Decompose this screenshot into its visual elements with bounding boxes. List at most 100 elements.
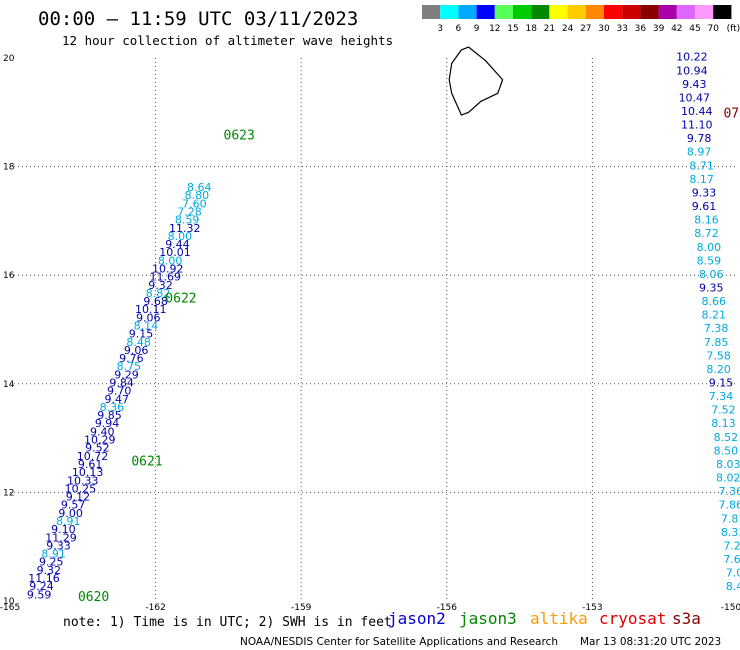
swh-value-label: 8.82 (146, 287, 171, 300)
swh-value-label: 8.66 (701, 295, 726, 308)
colorbar-swatch (567, 5, 586, 19)
swh-value-label: 9.52 (85, 442, 110, 455)
swh-value-label: 10.47 (679, 91, 711, 104)
colorbar-label: (ft) (727, 24, 740, 34)
swh-value-label: 8.36 (100, 401, 125, 414)
swh-value-label: 8.45 (726, 580, 740, 593)
colorbar-label: 21 (544, 24, 555, 34)
footer-credit: NOAA/NESDIS Center for Satellite Applica… (240, 636, 558, 648)
swh-value-label: 9.06 (136, 311, 161, 324)
colorbar-label: 3 (437, 24, 443, 34)
satellite-legend-jason2: jason2 (388, 609, 446, 628)
x-tick-label: -156 (437, 603, 458, 613)
swh-value-label: 9.43 (682, 78, 707, 91)
swh-value-label: 9.85 (97, 409, 122, 422)
swh-value-label: 9.78 (687, 132, 712, 145)
swh-value-label: 8.64 (187, 181, 212, 194)
swh-value-label: 10.72 (77, 450, 109, 463)
swh-value-label: 10.01 (159, 246, 191, 259)
swh-value-label: 9.44 (165, 238, 190, 251)
colorbar-label: 45 (689, 24, 700, 34)
colorbar-label: 39 (653, 24, 665, 34)
swh-value-label: 11.32 (169, 222, 201, 235)
swh-value-label: 8.20 (706, 363, 731, 376)
footer-note: note: 1) Time is in UTC; 2) SWH is in fe… (63, 615, 392, 630)
swh-value-label: 8.97 (687, 146, 712, 159)
swh-value-label: 9.61 (78, 458, 103, 471)
swh-value-label: 9.33 (692, 186, 717, 199)
swh-value-label: 7.81 (721, 512, 740, 525)
colorbar-swatch (531, 5, 550, 19)
y-axis-ticks: 10 12 14 16 18 20 (3, 54, 15, 607)
swh-value-label: 7.58 (706, 349, 731, 362)
swh-value-label: 11.10 (681, 119, 713, 132)
pass-time-label: 0623 (224, 128, 255, 143)
y-tick-label: 12 (3, 488, 14, 498)
x-tick-label: -159 (291, 603, 312, 613)
y-tick-label: 14 (3, 380, 15, 390)
swh-value-label: 8.59 (175, 214, 200, 227)
colorbar-label: 15 (507, 24, 518, 34)
swh-value-label: 9.61 (692, 200, 717, 213)
swh-value-label: 7.60 (182, 197, 207, 210)
colorbar-label: 27 (580, 24, 591, 34)
colorbar-label: 24 (562, 24, 574, 34)
colorbar-swatch (604, 5, 623, 19)
swh-value-label: 7.34 (709, 390, 734, 403)
colorbar-swatch (713, 5, 732, 19)
swh-value-label: 9.76 (119, 352, 144, 365)
satellite-legend-s3a: s3a (672, 609, 701, 628)
swh-value-label: 8.13 (711, 417, 736, 430)
swh-value-label: 8.91 (41, 548, 66, 561)
colorbar-label: 18 (525, 24, 537, 34)
swh-value-label: 10.25 (65, 482, 97, 495)
swh-value-label: 7.07 (726, 567, 740, 580)
y-tick-label: 20 (3, 54, 15, 64)
swh-value-label: 10.13 (72, 466, 104, 479)
pass-time-label: 0621 (131, 454, 162, 469)
satellite-legend-cryosat: cryosat (599, 609, 666, 628)
colorbar-swatch (622, 5, 641, 19)
swh-value-label: 10.33 (67, 474, 99, 487)
swh-value-label: 8.06 (699, 268, 724, 281)
swh-value-label: 9.59 (27, 588, 52, 601)
colorbar-swatch (676, 5, 695, 19)
swh-value-label: 9.15 (709, 377, 734, 390)
swh-value-label: 9.15 (129, 328, 154, 341)
swh-value-label: 10.22 (676, 51, 708, 64)
swh-value-label: 9.24 (29, 580, 54, 593)
colorbar-swatch (440, 5, 459, 19)
swh-value-label: 8.91 (56, 515, 81, 528)
swh-value-label: 7.36 (718, 485, 740, 498)
chart-title: 00:00 – 11:59 UTC 03/11/2023 (38, 8, 358, 30)
colorbar-label: 12 (489, 24, 500, 34)
colorbar-swatch (640, 5, 659, 19)
colorbar-swatch (585, 5, 604, 19)
swh-value-label: 7.28 (177, 205, 202, 218)
colorbar-swatch (695, 5, 714, 19)
swh-value-label: 9.32 (148, 279, 173, 292)
swh-value-label: 7.69 (723, 553, 740, 566)
swh-value-label: 8.71 (689, 159, 714, 172)
swh-value-label: 8.80 (185, 189, 210, 202)
swh-value-label: 8.00 (168, 230, 193, 243)
swh-value-label: 8.02 (716, 472, 740, 485)
swh-value-label: 9.68 (143, 295, 168, 308)
colorbar-label: 9 (474, 24, 480, 34)
swh-value-label: 9.84 (109, 377, 134, 390)
swh-value-label: 8.16 (694, 214, 719, 227)
swh-value-label: 7.52 (711, 404, 736, 417)
satellite-legend-jason3: jason3 (459, 609, 517, 628)
swh-value-label: 9.06 (124, 344, 149, 357)
footer-timestamp: Mar 13 08:31:20 UTC 2023 (580, 636, 721, 648)
colorbar-legend: 3 6 9 12 15 18 21 24 27 30 33 36 39 42 45 70 (ft) (422, 5, 740, 34)
swh-value-label: 9.10 (51, 523, 76, 536)
swh-value-label: 10.44 (681, 105, 713, 118)
swh-value-label: 8.21 (701, 309, 726, 322)
swh-value-label: 9.57 (61, 499, 86, 512)
swh-value-label: 8.59 (697, 254, 722, 267)
swh-value-label: 11.69 (150, 271, 182, 284)
swh-value-label: 9.32 (37, 564, 62, 577)
swh-value-label: 8.00 (158, 254, 183, 267)
x-tick-label: -150 (721, 603, 740, 613)
